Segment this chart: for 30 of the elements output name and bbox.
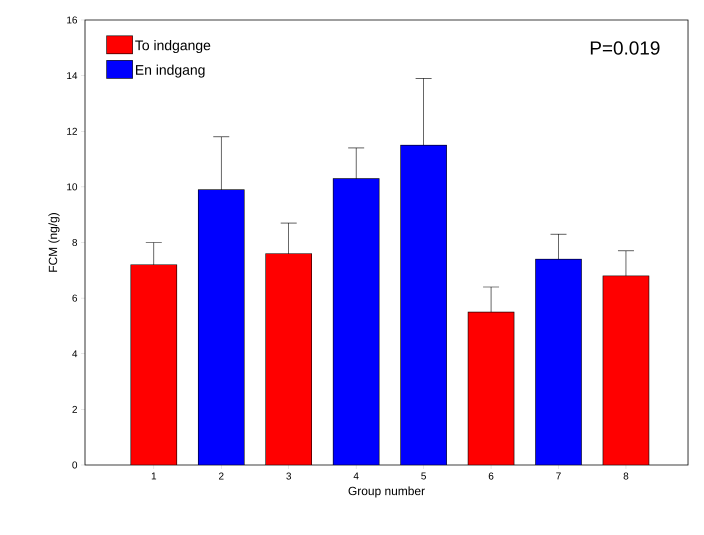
x-tick-label: 3 xyxy=(286,472,292,480)
bar xyxy=(333,178,380,465)
y-tick-label: 4 xyxy=(72,350,78,358)
x-tick-label: 2 xyxy=(218,472,224,480)
x-tick-label: 6 xyxy=(488,472,494,480)
x-tick-label: 4 xyxy=(354,472,359,480)
y-tick-label: 6 xyxy=(72,294,78,302)
bar xyxy=(130,264,177,465)
bar xyxy=(468,312,514,465)
bar xyxy=(535,258,582,465)
y-axis-title: FCM (ng/g) xyxy=(48,213,60,272)
bar xyxy=(198,190,244,465)
y-tick-label: 14 xyxy=(67,72,78,80)
bar xyxy=(602,276,650,465)
legend-label: En indgang xyxy=(136,64,205,78)
x-tick-label: 1 xyxy=(152,472,156,480)
x-tick-label: 8 xyxy=(624,472,628,480)
y-tick-label: 12 xyxy=(67,128,77,135)
bar xyxy=(266,254,312,465)
bar xyxy=(400,145,447,465)
y-tick-label: 2 xyxy=(72,406,77,413)
y-tick-label: 8 xyxy=(72,238,78,246)
legend-label: To indgange xyxy=(135,40,210,54)
y-tick-label: 0 xyxy=(72,461,78,469)
y-tick-label: 16 xyxy=(67,16,78,24)
annotation: P=0.019 xyxy=(590,41,660,55)
y-tick-label: 10 xyxy=(67,183,78,190)
x-tick-label: 5 xyxy=(421,472,426,480)
x-tick-label: 7 xyxy=(556,472,561,480)
x-axis-title: Group number xyxy=(348,486,425,498)
